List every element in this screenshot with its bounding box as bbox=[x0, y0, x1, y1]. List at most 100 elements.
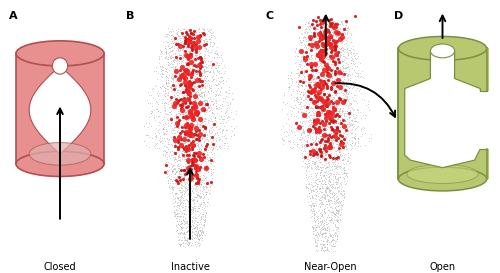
Point bbox=[167, 152, 175, 157]
Point bbox=[316, 106, 324, 110]
Point bbox=[214, 52, 222, 57]
Point bbox=[325, 34, 333, 38]
Point bbox=[172, 199, 179, 203]
Point bbox=[227, 134, 235, 138]
Point bbox=[316, 50, 324, 54]
Point bbox=[176, 232, 184, 236]
Point bbox=[190, 161, 198, 165]
Point bbox=[184, 122, 192, 126]
Point bbox=[220, 140, 228, 145]
Point bbox=[326, 218, 334, 222]
Point bbox=[215, 105, 223, 110]
Point bbox=[316, 219, 324, 223]
Point bbox=[187, 93, 195, 98]
Point bbox=[319, 133, 327, 138]
Point bbox=[309, 201, 317, 206]
Point bbox=[331, 32, 339, 37]
Point bbox=[178, 177, 186, 181]
Point bbox=[326, 47, 334, 51]
Point bbox=[310, 152, 318, 157]
Point bbox=[310, 75, 318, 79]
Point bbox=[184, 47, 192, 51]
Point bbox=[324, 201, 332, 205]
Point bbox=[338, 33, 346, 38]
Point bbox=[309, 232, 317, 237]
Point bbox=[186, 34, 194, 38]
Point bbox=[189, 178, 197, 183]
Point bbox=[312, 81, 320, 85]
Point bbox=[322, 35, 330, 39]
Point bbox=[212, 125, 220, 129]
Point bbox=[316, 159, 324, 164]
Point bbox=[177, 118, 185, 123]
Point bbox=[192, 222, 200, 226]
Point bbox=[170, 40, 178, 44]
Point bbox=[309, 116, 317, 120]
Point bbox=[300, 84, 308, 88]
Point bbox=[345, 86, 353, 91]
Point bbox=[338, 36, 346, 41]
Point bbox=[212, 83, 220, 87]
Point bbox=[302, 140, 310, 145]
Point bbox=[207, 27, 215, 31]
Point bbox=[206, 192, 214, 196]
Point bbox=[336, 27, 344, 31]
Point bbox=[347, 83, 355, 88]
Point bbox=[327, 215, 335, 219]
Point bbox=[200, 166, 208, 171]
Point bbox=[173, 195, 181, 199]
Point bbox=[200, 56, 208, 61]
Point bbox=[326, 131, 334, 136]
Point bbox=[191, 91, 199, 95]
Point bbox=[200, 103, 207, 108]
Point bbox=[338, 172, 346, 176]
Point bbox=[344, 52, 352, 56]
Point bbox=[327, 216, 335, 221]
Point bbox=[158, 138, 166, 143]
Point bbox=[340, 144, 347, 148]
Point bbox=[181, 126, 189, 130]
Point bbox=[202, 203, 210, 208]
Point bbox=[191, 71, 199, 75]
Point bbox=[164, 51, 172, 55]
Point bbox=[144, 90, 152, 94]
Point bbox=[326, 105, 334, 109]
Point bbox=[182, 138, 190, 142]
Point bbox=[335, 59, 343, 64]
Point bbox=[332, 219, 340, 223]
Point bbox=[329, 141, 337, 146]
Point bbox=[320, 93, 328, 97]
Point bbox=[302, 48, 310, 53]
Point bbox=[202, 164, 210, 168]
Point bbox=[164, 43, 172, 48]
Point bbox=[317, 87, 325, 91]
Point bbox=[334, 178, 342, 183]
Point bbox=[196, 188, 204, 192]
Point bbox=[194, 144, 202, 149]
Point bbox=[166, 177, 173, 181]
Point bbox=[312, 237, 320, 242]
Point bbox=[154, 109, 162, 114]
Point bbox=[184, 220, 192, 224]
Point bbox=[177, 111, 185, 115]
Point bbox=[187, 242, 195, 247]
Point bbox=[315, 141, 323, 146]
Point bbox=[181, 180, 189, 185]
Point bbox=[310, 25, 318, 30]
Point bbox=[153, 141, 161, 145]
Point bbox=[219, 78, 227, 82]
Point bbox=[304, 133, 312, 137]
Point bbox=[176, 103, 184, 107]
Point bbox=[322, 94, 330, 99]
Point bbox=[304, 79, 312, 84]
Point bbox=[174, 121, 182, 126]
Point bbox=[186, 208, 194, 213]
Point bbox=[331, 115, 339, 119]
Point bbox=[339, 96, 347, 100]
Point bbox=[180, 235, 188, 239]
Point bbox=[330, 32, 338, 37]
Point bbox=[204, 138, 212, 142]
Point bbox=[314, 43, 322, 47]
Point bbox=[332, 218, 340, 223]
Point bbox=[326, 188, 334, 192]
